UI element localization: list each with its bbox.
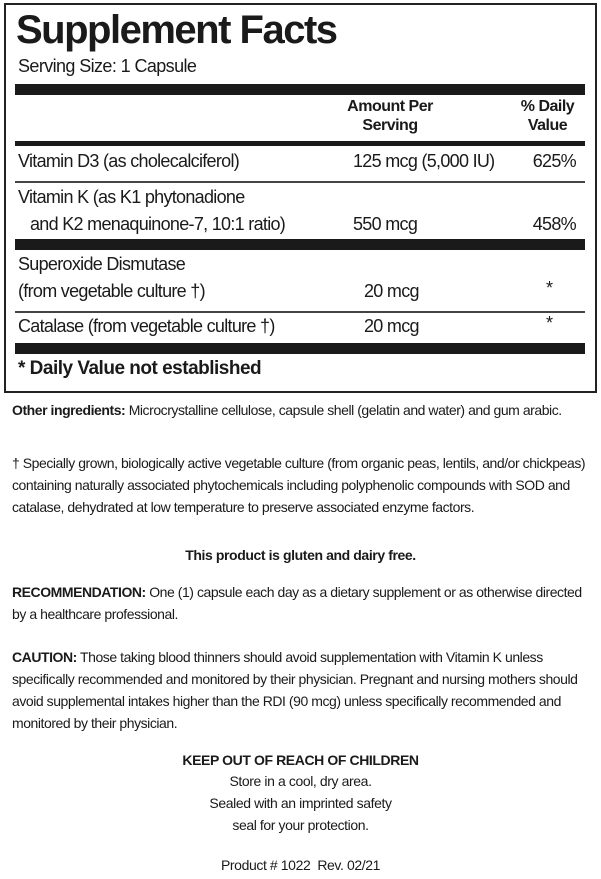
- serving-size: Serving Size: 1 Capsule: [18, 56, 197, 76]
- nutrient-name: Catalase (from vegetable culture †): [18, 316, 275, 336]
- caution: CAUTION: Those taking blood thinners sho…: [12, 646, 592, 734]
- nutrient-name: Vitamin D3 (as cholecalciferol): [18, 151, 240, 171]
- other-ingredients-label: Other ingredients:: [12, 402, 126, 418]
- other-ingredients-body: Microcrystalline cellulose, capsule shel…: [125, 402, 562, 418]
- divider-thick: [15, 84, 585, 95]
- keep-out-warning: KEEP OUT OF REACH OF CHILDREN: [182, 752, 419, 768]
- recommendation-label: RECOMMENDATION:: [12, 584, 146, 600]
- caution-body: Those taking blood thinners should avoid…: [12, 649, 578, 731]
- nutrient-amount: 20 mcg: [364, 316, 420, 336]
- product-number: Product # 1022 Rev. 02/21: [220, 857, 380, 873]
- caution-label: CAUTION:: [12, 649, 77, 665]
- divider-thick: [15, 239, 585, 250]
- nutrient-amount: 125 mcg (5,000 IU): [353, 151, 495, 171]
- nutrient-dv: 625%: [532, 151, 577, 171]
- other-ingredients: Other ingredients: Microcrystalline cell…: [12, 399, 592, 421]
- header-amount-line1: Amount Per: [347, 98, 433, 115]
- divider-medium: [15, 141, 585, 146]
- nutrient-dv: *: [546, 313, 553, 333]
- seal-note: Sealed with an imprinted safety: [209, 795, 392, 811]
- gluten-statement: This product is gluten and dairy free.: [185, 547, 416, 563]
- divider-thin: [15, 311, 585, 313]
- divider-thin: [15, 181, 585, 183]
- supplement-facts-panel: [4, 3, 597, 393]
- recommendation-body: One (1) capsule each day as a dietary su…: [12, 584, 582, 622]
- storage-note: Store in a cool, dry area.: [229, 773, 372, 789]
- nutrient-dv: *: [546, 278, 553, 298]
- header-amount: Amount Per Serving: [330, 97, 450, 135]
- header-daily-value: % Daily Value: [515, 97, 580, 135]
- daily-value-footnote: * Daily Value not established: [18, 358, 262, 379]
- divider-thick: [15, 343, 585, 354]
- nutrient-name: Vitamin K (as K1 phytonadione: [18, 187, 245, 207]
- nutrient-dv: 458%: [532, 214, 577, 234]
- seal-note-line2: seal for your protection.: [232, 817, 369, 833]
- recommendation: RECOMMENDATION: One (1) capsule each day…: [12, 581, 592, 625]
- nutrient-amount: 550 mcg: [353, 214, 418, 234]
- header-amount-line2: Serving: [362, 117, 418, 134]
- panel-title: Supplement Facts: [16, 8, 338, 52]
- nutrient-name: Superoxide Dismutase: [18, 254, 186, 274]
- header-dv-line2: Value: [527, 117, 568, 134]
- nutrient-name-line2: and K2 menaquinone-7, 10:1 ratio): [30, 214, 286, 234]
- nutrient-name-line2: (from vegetable culture †): [18, 281, 206, 301]
- header-dv-line1: % Daily: [520, 98, 575, 115]
- nutrient-amount: 20 mcg: [364, 281, 420, 301]
- dagger-note: † Specially grown, biologically active v…: [12, 455, 586, 515]
